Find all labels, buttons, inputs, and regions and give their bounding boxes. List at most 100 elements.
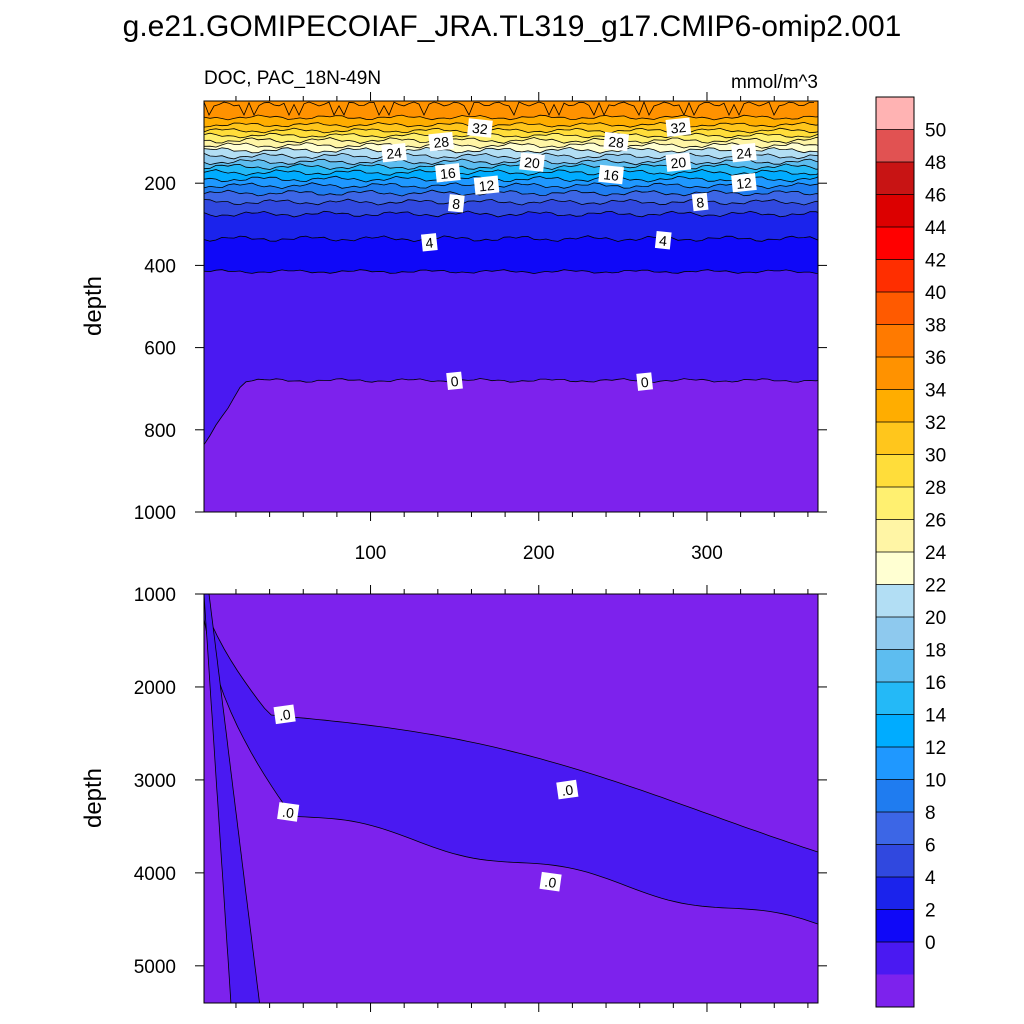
colorbar-label: 8 (925, 803, 936, 824)
colorbar-swatch (876, 292, 914, 325)
colorbar-label: 34 (925, 381, 947, 402)
colorbar-swatch (876, 812, 914, 845)
svg-text:12: 12 (735, 174, 752, 192)
lower-contour-label: .0 (273, 704, 296, 725)
upper-y-tick-label: 600 (144, 339, 176, 360)
colorbar-swatch (876, 422, 914, 455)
upper-contour-label: 12 (731, 172, 757, 193)
colorbar-swatch (876, 454, 914, 488)
upper-panel-frame (203, 100, 819, 513)
upper-contour-line-16 (203, 169, 819, 176)
colorbar-swatch (876, 942, 914, 975)
upper-contour-line-18 (203, 163, 819, 171)
colorbar-label: 28 (925, 478, 946, 499)
upper-contour-line-32 (203, 127, 819, 134)
upper-contour-line-8 (203, 198, 819, 206)
upper-contour-line-4 (203, 235, 819, 243)
upper-contour-line-10 (203, 189, 819, 197)
upper-contour-label: 20 (519, 152, 545, 172)
upper-contour-label: 8 (448, 194, 465, 213)
svg-text:32: 32 (670, 119, 687, 137)
colorbar-label: 14 (925, 706, 947, 727)
upper-panel-contour-lines (203, 100, 819, 445)
upper-contour-line-26 (203, 142, 819, 149)
colorbar-label: 12 (925, 738, 946, 759)
colorbar-swatch (876, 714, 914, 748)
chart-subtitle-left: DOC, PAC_18N-49N (204, 68, 381, 89)
upper-contour-label: 24 (381, 142, 407, 163)
colorbar-swatch (876, 617, 914, 650)
lower-contour-label: .0 (556, 779, 579, 800)
colorbar-label: 46 (925, 186, 946, 207)
colorbar-label: 48 (925, 153, 946, 174)
upper-contour-line-30 (203, 132, 819, 139)
colorbar-label: 36 (925, 348, 946, 369)
colorbar-label: 38 (925, 316, 946, 337)
upper-contour-line-24 (203, 146, 819, 154)
colorbar-swatch (876, 877, 914, 910)
upper-contour-label: 32 (665, 117, 692, 137)
svg-text:16: 16 (439, 165, 456, 183)
svg-text:20: 20 (523, 154, 540, 172)
colorbar-label: 40 (925, 283, 946, 304)
upper-y-tick-label: 200 (144, 174, 176, 195)
upper-contour-label: 12 (473, 175, 500, 195)
svg-text:24: 24 (386, 144, 403, 162)
colorbar-swatch (876, 552, 914, 585)
upper-contour-line-20 (203, 158, 819, 166)
svg-text:0: 0 (640, 374, 650, 391)
upper-contour-line-22 (203, 152, 819, 160)
lower-panel-contour-labels: .0 .0 .0 .0 (273, 704, 579, 892)
colorbar-swatch (876, 324, 914, 358)
colorbar-swatch (876, 649, 914, 683)
colorbar-label: 42 (925, 251, 946, 272)
colorbar-label: 24 (925, 543, 947, 564)
upper-contour-label: 0 (636, 372, 653, 391)
upper-contour-label: 16 (598, 164, 624, 185)
upper-contour-line-2 (203, 269, 819, 275)
upper-contour-label: 4 (654, 230, 672, 250)
svg-text:.0: .0 (560, 781, 574, 798)
upper-y-tick-label: 400 (144, 256, 176, 277)
upper-y-tick-label: 1000 (134, 503, 176, 524)
chart-units-label: mmol/m^3 (731, 72, 818, 93)
upper-contour-line-28 (203, 137, 819, 144)
upper-contour-label: 28 (428, 131, 454, 152)
colorbar-swatch (876, 357, 914, 390)
colorbar-swatch (876, 519, 914, 553)
colorbar-label: 26 (925, 511, 946, 532)
colorbar-label: 20 (925, 608, 946, 629)
upper-contour-line-12 (203, 182, 819, 190)
svg-text:0: 0 (450, 373, 460, 390)
upper-contour-line-surface (203, 100, 815, 116)
colorbar-swatch (876, 779, 914, 813)
lower-panel-frame (203, 593, 819, 1004)
svg-text:8: 8 (452, 195, 462, 212)
upper-contour-label: 0 (446, 371, 463, 391)
colorbar-label: 22 (925, 576, 946, 597)
upper-contour-label: 24 (731, 142, 757, 163)
svg-text:.0: .0 (281, 804, 295, 821)
upper-contour-line-6 (203, 210, 819, 218)
upper-x-tick-label: 200 (523, 543, 555, 564)
colorbar-label: 6 (925, 836, 936, 857)
upper-x-tick-label: 100 (355, 543, 387, 564)
svg-text:16: 16 (603, 166, 620, 184)
upper-y-tick-label: 800 (144, 421, 176, 442)
svg-text:32: 32 (471, 120, 488, 138)
colorbar-label: 50 (925, 121, 946, 142)
colorbar-label: 2 (925, 901, 936, 922)
colorbar-swatch (876, 389, 914, 423)
colorbar-swatch (876, 227, 914, 260)
upper-contour-label: 28 (603, 131, 629, 152)
svg-text:.0: .0 (544, 873, 558, 890)
upper-contour-line-14 (203, 175, 819, 183)
upper-contour-label: 8 (691, 192, 709, 212)
colorbar-swatch (876, 974, 914, 1008)
svg-text:4: 4 (658, 232, 668, 249)
colorbar-label: 0 (925, 933, 936, 954)
colorbar-swatch (876, 584, 914, 618)
svg-text:12: 12 (478, 177, 495, 195)
